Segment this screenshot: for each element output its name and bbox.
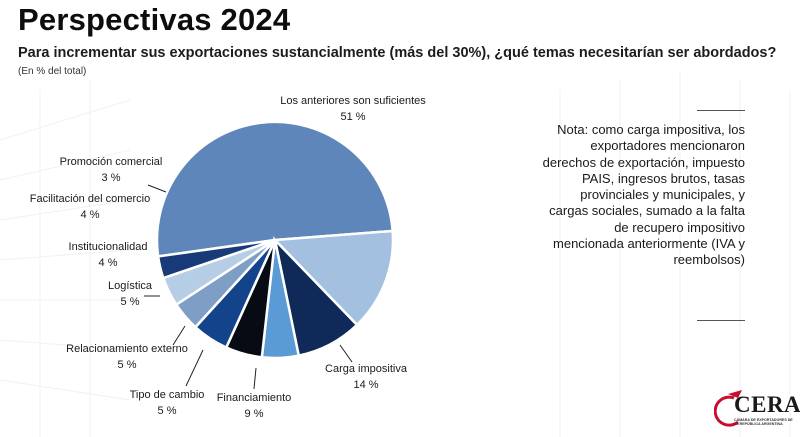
slice-label: Carga impositiva <box>325 363 408 375</box>
chart-question: Para incrementar sus exportaciones susta… <box>18 45 777 61</box>
slice-value-label: 4 % <box>81 209 100 221</box>
note-text: Nota: como carga impositiva, los exporta… <box>542 122 745 268</box>
logo-subtext: CÁMARA DE EXPORTADORES DE LA REPÚBLICA A… <box>734 418 793 426</box>
slice-value-label: 51 % <box>340 111 365 123</box>
pie-slice <box>272 229 395 327</box>
unit-note: (En % del total) <box>18 66 87 77</box>
slice-label: Promoción comercial <box>60 156 163 168</box>
slice-value-label: 5 % <box>118 359 137 371</box>
slice-value-label: 9 % <box>245 408 264 420</box>
slice-label: Institucionalidad <box>69 241 148 253</box>
note-top-rule <box>697 110 745 111</box>
leader-line <box>185 349 204 387</box>
slice-label: Logística <box>108 280 153 292</box>
pie-slice <box>156 238 276 280</box>
leader-line <box>172 325 186 346</box>
slice-value-label: 5 % <box>158 405 177 417</box>
slice-value-label: 5 % <box>121 296 140 308</box>
page-title: Perspectivas 2024 <box>18 2 291 37</box>
slice-label: Los anteriores son suficientes <box>280 95 426 107</box>
slice-value-label: 14 % <box>353 379 378 391</box>
cera-logo: CERA CÁMARA DE EXPORTADORES DE LA REPÚBL… <box>713 384 800 432</box>
leader-line <box>147 184 167 193</box>
slice-value-label: 4 % <box>99 257 118 269</box>
slice-label: Relacionamiento externo <box>66 343 188 355</box>
cera-logo-mark <box>713 390 742 427</box>
leader-line <box>253 367 257 390</box>
slice-label: Tipo de cambio <box>130 389 205 401</box>
logo-wordmark: CERA <box>734 392 800 417</box>
slice-label: Facilitación del comercio <box>30 193 150 205</box>
slice-label: Financiamiento <box>217 392 292 404</box>
pie-slice <box>155 120 394 258</box>
note-bottom-rule <box>697 320 745 321</box>
leader-line <box>339 344 353 363</box>
slice-value-label: 3 % <box>102 172 121 184</box>
